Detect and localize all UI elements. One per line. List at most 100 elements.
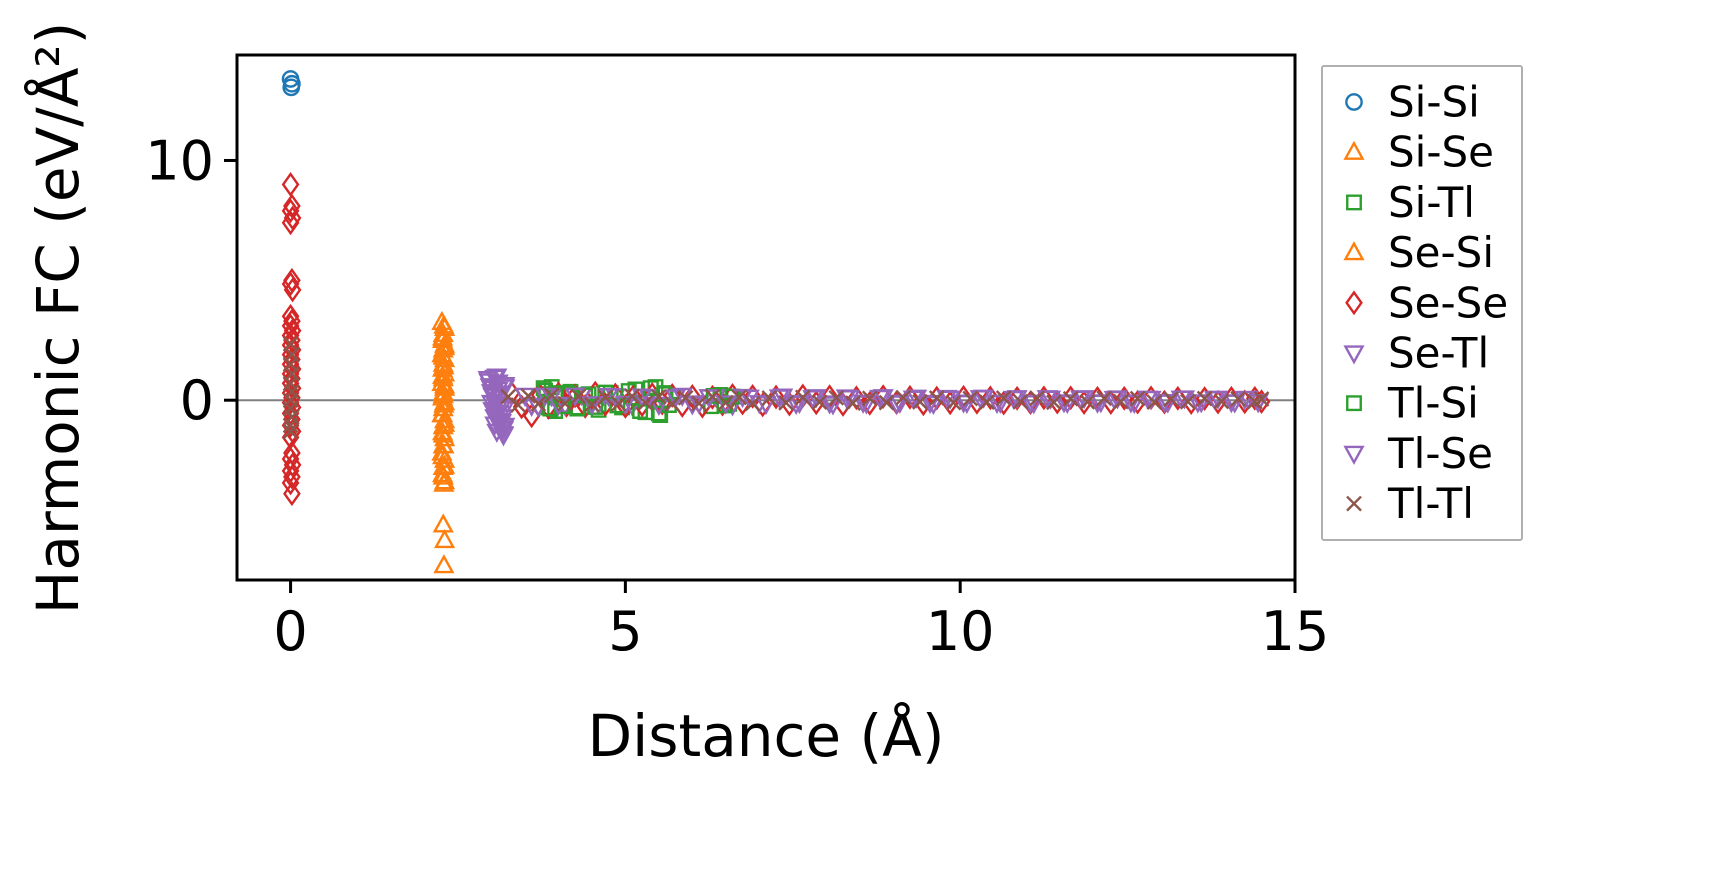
legend-row: Se-Si [1343,228,1494,277]
data-point [895,389,912,406]
data-point [731,389,748,406]
data-point [1046,394,1062,411]
data-point [432,383,454,404]
series-si-si [281,70,301,97]
data-point [650,388,667,405]
x-tick-label: 15 [1261,600,1330,663]
data-point [494,417,516,437]
data-point [282,423,299,440]
legend-row: Tl-Se [1343,429,1493,478]
data-point [1253,391,1270,407]
legend-label: Si-Tl [1388,178,1475,227]
data-point [624,388,640,404]
data-point [433,554,455,574]
y-tick-label: 0 [180,369,214,432]
data-point [677,389,694,406]
data-point [664,396,681,412]
legend-label: Se-Se [1388,278,1508,327]
x-axis-label: Distance (Å) [588,701,945,770]
x-tick-label: 0 [273,600,307,663]
data-point [557,395,573,412]
data-point [433,335,456,356]
data-point [281,458,300,484]
data-point [1086,394,1109,414]
data-point [860,390,879,416]
data-point [1163,391,1179,407]
data-point [637,394,654,411]
data-point [852,394,874,414]
legend-label: Tl-Tl [1387,479,1474,528]
data-point [492,426,515,446]
triangle-down-legend-icon [1343,345,1365,365]
data-point [962,390,979,407]
data-point [281,198,300,224]
x-tick-label: 5 [608,600,642,663]
data-point [861,390,878,407]
data-point [767,384,785,410]
series-se-se [281,172,1271,507]
data-point [281,271,300,297]
legend-label: Si-Si [1388,78,1480,127]
data-point [986,394,1008,415]
legend-row: Se-Se [1345,278,1508,327]
data-point [794,389,811,406]
data-point [610,395,627,412]
data-point [1220,394,1242,414]
data-point [432,465,454,485]
y-tick-label: 10 [145,129,214,192]
data-point [744,395,761,412]
square-legend-icon [1346,194,1362,211]
data-point [928,390,945,406]
series-se-si [431,314,456,574]
data-point [1062,390,1079,407]
data-point [597,389,614,406]
series-tl-tl [282,336,1270,440]
triangle-down-legend-icon [1343,445,1365,465]
legend-row: Si-Si [1345,78,1480,127]
circle-legend-icon [1345,93,1363,111]
data-point [778,394,794,411]
x-tick-label: 10 [926,600,995,663]
ticks-layer: 0 5 10 15 0 10 [145,129,1329,663]
data-point [282,417,299,434]
data-point [665,389,687,409]
data-point [785,395,807,416]
data-point [952,394,975,414]
legend-label: Tl-Si [1387,379,1479,428]
data-point [432,345,454,365]
data-point [1187,394,1209,414]
series-tl-se [478,369,1269,446]
legend-row: Si-Tl [1346,178,1475,227]
triangle-up-legend-icon [1343,241,1365,261]
data-point [1079,394,1096,410]
legend-label: Tl-Se [1387,429,1493,478]
data-point [433,472,455,492]
data-point [530,395,547,412]
plot-border [235,53,1297,582]
data-point [981,385,1000,411]
legend-row: Tl-Tl [1346,479,1474,528]
data-point [1146,394,1163,410]
legend-box [1321,65,1523,541]
data-point [487,385,509,405]
data-point [581,396,603,416]
data-point [1213,393,1230,410]
data-point [631,388,653,408]
data-point [584,396,600,413]
data-point [570,388,587,405]
data-point [433,393,455,413]
data-point [1035,385,1053,411]
data-point [835,389,857,409]
data-point [715,395,737,415]
data-point [1096,390,1113,407]
data-point [912,394,928,410]
data-point [433,374,456,394]
data-point [281,210,300,236]
legend-row: Si-Se [1343,128,1494,177]
data-point [1129,390,1146,407]
data-point [283,481,301,507]
triangle-up-legend-icon [1343,140,1365,160]
data-point [1230,390,1246,407]
legend-label: Se-Si [1388,228,1494,277]
